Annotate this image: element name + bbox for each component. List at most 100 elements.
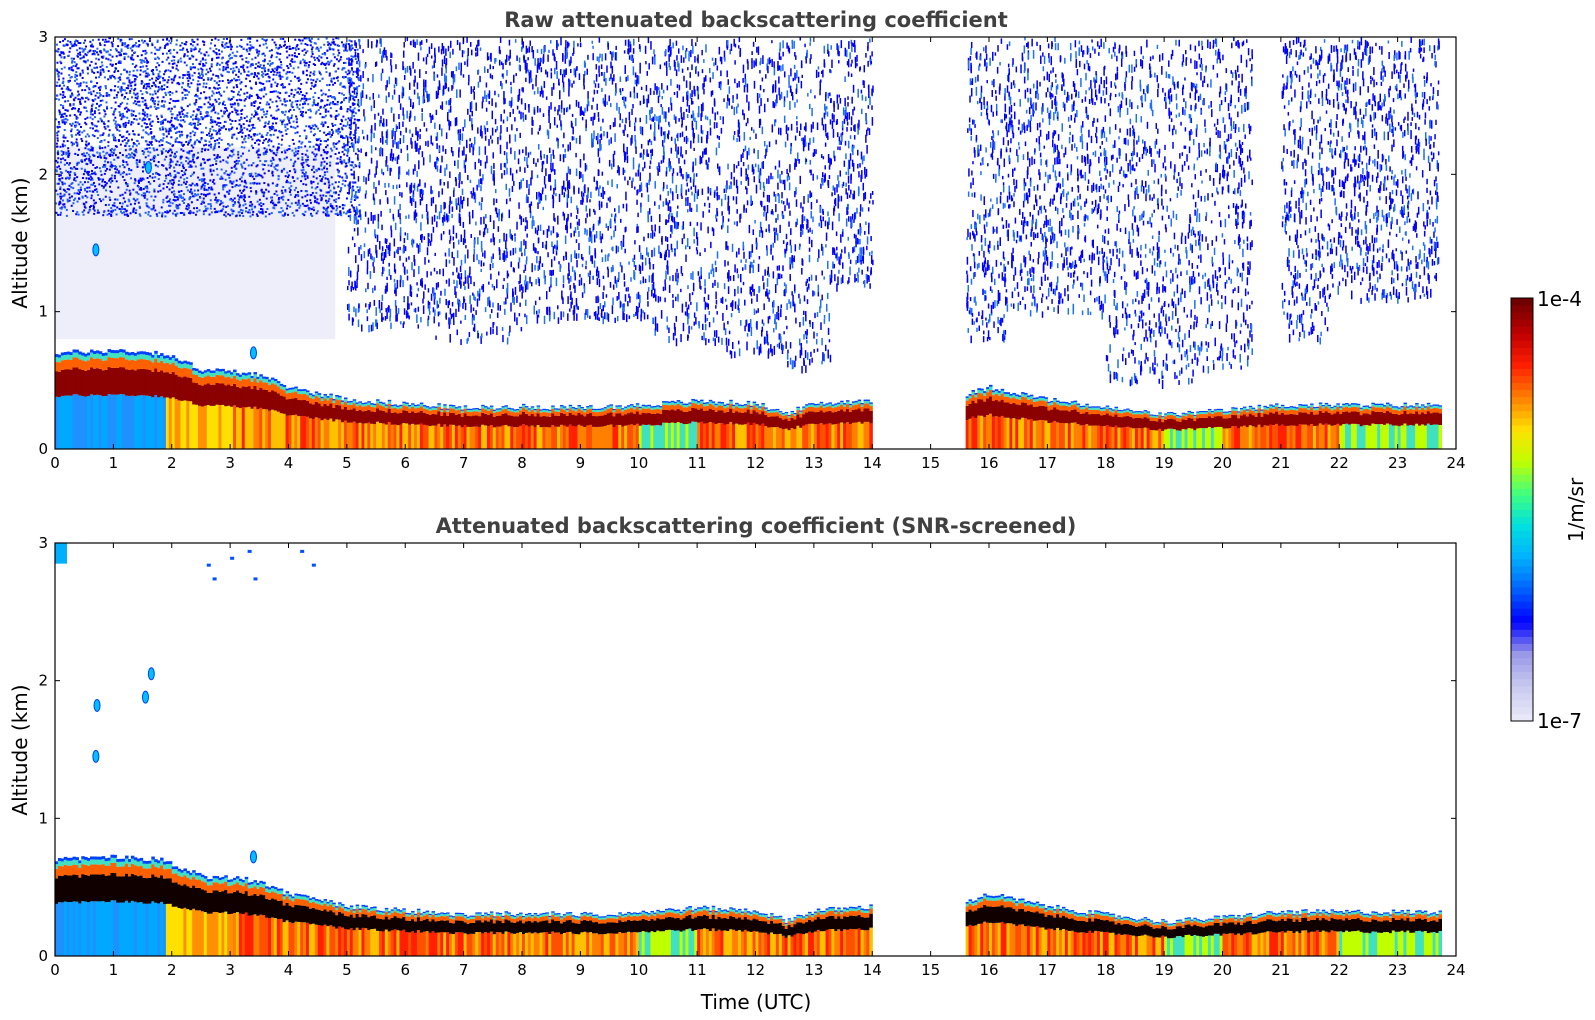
top-bl-top-cell xyxy=(1260,409,1264,411)
top-surface-cell xyxy=(288,415,293,449)
top-aerosol-layer-cell xyxy=(986,398,990,415)
noise-pixel xyxy=(58,165,61,168)
top-transition-cell xyxy=(729,403,733,409)
top-surface-cell xyxy=(673,423,678,449)
noise-pixel xyxy=(114,62,117,65)
top-transition-cell xyxy=(402,403,406,406)
noise-pixel xyxy=(134,179,137,182)
top-aerosol-layer-cell xyxy=(991,401,996,417)
noise-pixel xyxy=(87,86,90,89)
top-transition-cell xyxy=(530,407,535,410)
top-surface-cell xyxy=(358,422,363,449)
noise-pixel xyxy=(296,55,299,58)
top-aerosol-layer-cell xyxy=(1222,418,1227,429)
top-transition-cell xyxy=(1301,408,1305,413)
top-aerosol-layer-cell xyxy=(110,367,114,395)
noise-pixel xyxy=(269,134,272,137)
top-bl-top-cell xyxy=(1254,409,1259,411)
top-transition-cell xyxy=(1172,414,1177,416)
noise-pixel xyxy=(106,107,109,110)
noise-pixel xyxy=(63,121,66,124)
noise-pixel xyxy=(313,171,316,174)
top-bl-top-cell xyxy=(991,390,996,393)
top-surface-cell xyxy=(720,423,724,449)
noise-pixel xyxy=(103,115,106,118)
top-bl-top-cell xyxy=(627,405,631,407)
noise-pixel xyxy=(192,211,195,214)
noise-pixel xyxy=(124,191,127,194)
top-transition-cell xyxy=(355,406,360,411)
noise-pixel xyxy=(190,201,193,204)
top-bl-top-cell xyxy=(332,398,336,401)
top-transition-cell xyxy=(1175,417,1180,422)
noise-pixel xyxy=(93,202,96,205)
top-surface-cell xyxy=(854,422,859,449)
top-transition-cell xyxy=(408,408,412,413)
top-bl-top-cell xyxy=(335,395,339,397)
noise-pixel xyxy=(141,150,144,153)
noise-pixel xyxy=(112,111,115,114)
noise-pixel xyxy=(288,95,291,98)
noise-pixel xyxy=(311,46,314,49)
top-transition-cell xyxy=(559,408,564,413)
top-aerosol-layer-cell xyxy=(764,414,768,427)
top-transition-cell xyxy=(92,354,97,359)
noise-pixel xyxy=(229,43,232,46)
noise-pixel xyxy=(340,126,343,129)
top-transition-cell xyxy=(1254,410,1259,413)
noise-pixel xyxy=(344,184,347,187)
top-transition-cell xyxy=(1418,409,1422,415)
top-aerosol-layer-cell xyxy=(1140,418,1145,429)
noise-pixel xyxy=(144,194,147,197)
top-bl-top-cell xyxy=(98,351,103,355)
noise-pixel xyxy=(61,120,64,123)
top-aerosol-layer-cell xyxy=(647,412,652,425)
noise-pixel xyxy=(100,173,103,176)
noise-pixel xyxy=(231,200,234,203)
noise-pixel xyxy=(90,113,93,116)
noise-pixel xyxy=(81,47,84,50)
top-bl-top-cell xyxy=(1114,406,1119,408)
top-aerosol-layer-cell xyxy=(101,370,106,397)
top-aerosol-layer-cell xyxy=(276,393,281,412)
top-aerosol-layer-cell xyxy=(72,367,77,395)
top-transition-cell xyxy=(227,372,231,377)
top-transition-cell xyxy=(1193,417,1197,422)
noise-pixel xyxy=(289,99,292,102)
top-transition-cell xyxy=(326,397,330,401)
top-transition-cell xyxy=(78,359,82,370)
top-transition-cell xyxy=(1385,403,1390,407)
noise-pixel xyxy=(152,173,155,176)
top-aerosol-layer-cell xyxy=(1032,406,1037,421)
top-transition-cell xyxy=(446,411,450,416)
top-aerosol-layer-cell xyxy=(1418,414,1422,426)
top-surface-cell xyxy=(396,425,401,449)
top-surface-cell xyxy=(1350,423,1355,449)
noise-pixel xyxy=(265,115,268,118)
noise-pixel xyxy=(119,103,122,106)
noise-pixel xyxy=(343,137,346,140)
top-transition-cell xyxy=(154,358,158,369)
noise-pixel xyxy=(353,199,356,202)
top-aerosol-layer-cell xyxy=(1219,416,1224,427)
top-transition-cell xyxy=(1272,406,1276,409)
noise-pixel xyxy=(345,42,348,45)
noise-pixel xyxy=(170,78,173,81)
top-bl-top-cell xyxy=(1196,411,1200,413)
top-surface-cell xyxy=(729,421,733,449)
top-transition-cell xyxy=(539,412,544,417)
noise-pixel xyxy=(348,124,351,127)
noise-pixel xyxy=(342,43,345,46)
noise-pixel xyxy=(278,211,281,214)
noise-pixel xyxy=(148,118,151,121)
noise-pixel xyxy=(93,171,96,174)
top-transition-cell xyxy=(1044,398,1048,402)
noise-pixel xyxy=(329,147,332,150)
noise-pixel xyxy=(271,172,274,175)
top-transition-cell xyxy=(224,373,228,378)
noise-pixel xyxy=(317,48,320,51)
noise-pixel xyxy=(131,49,134,52)
noise-pixel xyxy=(355,96,358,99)
noise-pixel xyxy=(90,107,93,110)
noise-pixel xyxy=(180,211,183,214)
